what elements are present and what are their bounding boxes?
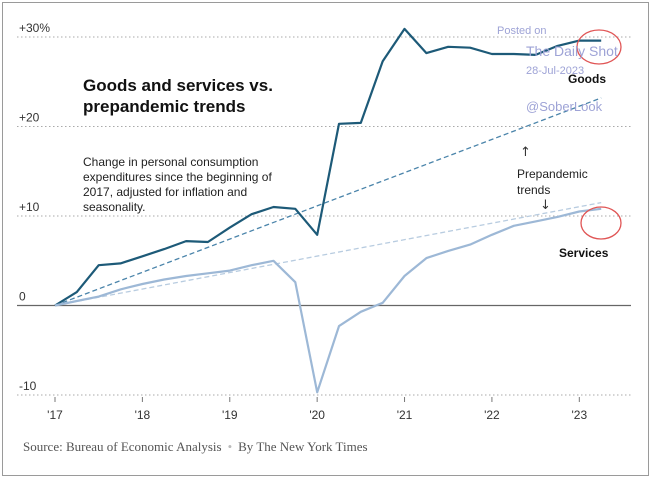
grid xyxy=(17,36,631,402)
y-tick-label: +10 xyxy=(19,200,40,214)
x-tick-label: '20 xyxy=(309,408,325,422)
y-tick-label: +30% xyxy=(19,21,50,35)
chart-title: Goods and services vs. prepandemic trend… xyxy=(83,76,273,116)
prepandemic-trends-label: Prepandemic trends xyxy=(517,167,588,197)
highlights xyxy=(576,29,622,240)
chart-svg: +30% +20 +10 0 -10 '17 '18 '19 '20 '21 '22 '23 xyxy=(17,21,631,422)
series-line-services xyxy=(54,207,602,394)
tick-layer: +30% +20 +10 0 -10 '17 '18 '19 '20 '21 '22 '23 xyxy=(19,21,587,422)
series-line-services-prepandemic-trend xyxy=(54,201,602,307)
x-tick-label: '23 xyxy=(571,408,587,422)
watermark-date: 28-Jul-2023 xyxy=(526,65,585,77)
arrow-down-icon: ↓ xyxy=(540,198,551,213)
y-tick-label: -10 xyxy=(19,379,37,393)
services-highlight-circle xyxy=(580,206,622,240)
watermark-posted-on: Posted on xyxy=(497,25,547,37)
watermark-site: The Daily Shot xyxy=(526,43,618,59)
y-tick-label: +20 xyxy=(19,111,40,125)
chart-frame: +30% +20 +10 0 -10 '17 '18 '19 '20 '21 '22 '23 Good… xyxy=(2,2,649,476)
source-line: Source: Bureau of Economic Analysis • By T… xyxy=(23,439,368,455)
services-label: Services xyxy=(559,246,609,260)
chart-subtitle: Change in personal consumption expenditu… xyxy=(83,155,272,214)
goods-highlight-circle xyxy=(576,29,622,65)
series-line-goods xyxy=(54,27,602,307)
separator-dot-icon: • xyxy=(227,439,233,454)
watermark-handle: @SoberLook xyxy=(526,99,603,114)
series-line-goods-prepandemic-trend xyxy=(54,97,602,307)
x-tick-label: '22 xyxy=(484,408,500,422)
x-tick-label: '17 xyxy=(47,408,63,422)
x-tick-label: '21 xyxy=(397,408,413,422)
x-tick-label: '19 xyxy=(222,408,238,422)
credit-text: By The New York Times xyxy=(238,439,368,454)
arrow-up-icon: ↑ xyxy=(520,145,531,160)
source-text: Source: Bureau of Economic Analysis xyxy=(23,439,222,454)
x-tick-label: '18 xyxy=(135,408,151,422)
y-tick-label: 0 xyxy=(19,290,26,304)
series-layer xyxy=(54,27,602,394)
goods-label: Goods xyxy=(568,72,606,86)
